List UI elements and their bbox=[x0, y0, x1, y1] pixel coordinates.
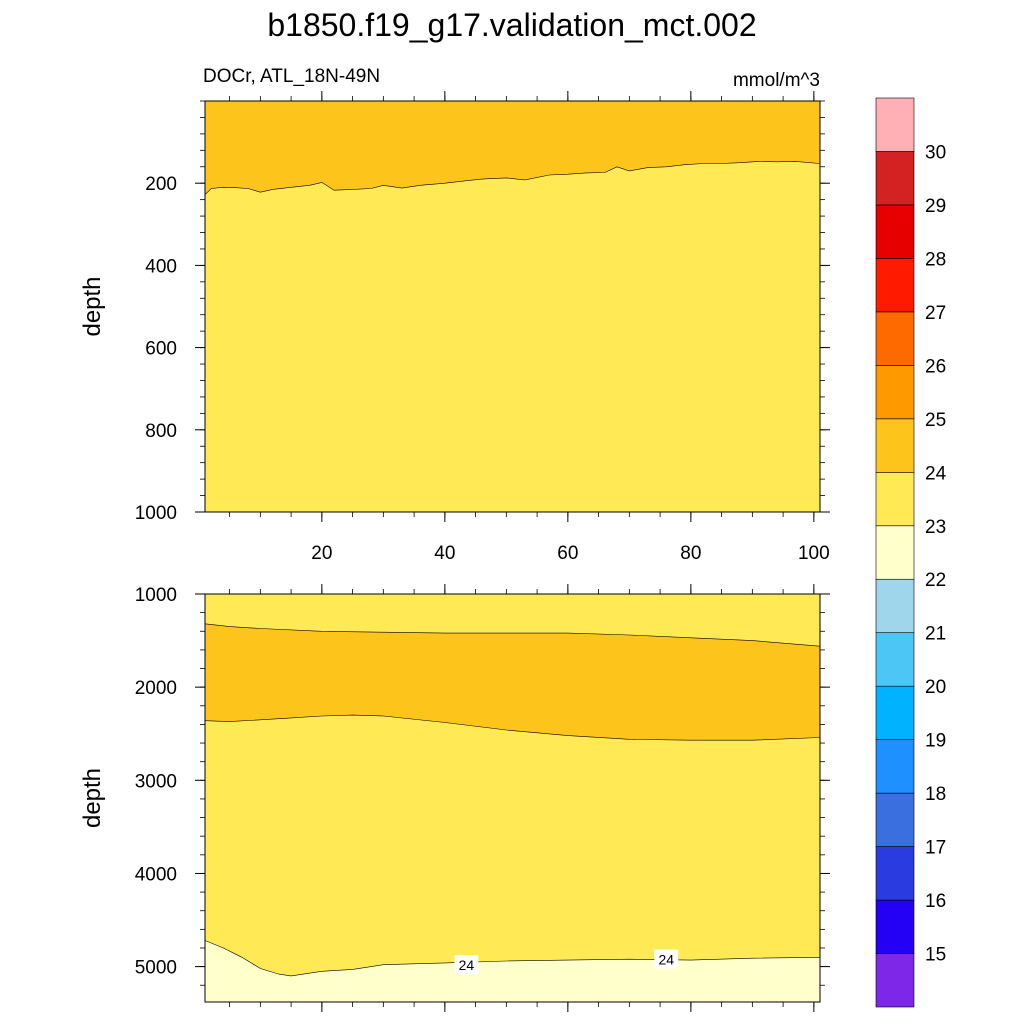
lower-contour-line-24 bbox=[204, 940, 821, 977]
colorbar-label: 30 bbox=[925, 142, 946, 163]
lower-contour-label-bg bbox=[454, 955, 479, 975]
colorbar-box bbox=[875, 525, 915, 580]
colorbar-label: 24 bbox=[925, 463, 947, 484]
lower-contour-label: 24 bbox=[658, 952, 674, 968]
lower-fill-23-24 bbox=[205, 940, 820, 1002]
upper-fill-25-26 bbox=[205, 101, 820, 195]
colorbar-box bbox=[875, 418, 915, 473]
upper-contour-line-25 bbox=[204, 161, 821, 195]
upper-panel-units-label: mmol/m^3 bbox=[733, 70, 820, 91]
colorbar-box bbox=[875, 899, 915, 954]
colorbar-box bbox=[875, 632, 915, 687]
x-tick-label: 20 bbox=[311, 543, 332, 564]
colorbar-label: 22 bbox=[925, 570, 946, 591]
figure-title: b1850.f19_g17.validation_mct.002 bbox=[267, 7, 756, 43]
colorbar-box bbox=[875, 97, 915, 152]
upper-ytick-label: 600 bbox=[145, 339, 177, 360]
lower-ytick-label: 2000 bbox=[135, 678, 177, 699]
colorbar-label: 26 bbox=[925, 356, 946, 377]
upper-frame bbox=[204, 100, 821, 513]
upper-ylabel: depth bbox=[79, 276, 106, 336]
lower-frame bbox=[204, 593, 821, 1003]
colorbar-label: 21 bbox=[925, 624, 946, 645]
colorbar-label: 28 bbox=[925, 249, 946, 270]
colorbar-box bbox=[875, 739, 915, 794]
lower-contour-line-25 bbox=[204, 714, 821, 741]
colorbar-box bbox=[875, 792, 915, 847]
lower-ylabel: depth bbox=[79, 768, 106, 828]
colorbar-box bbox=[875, 846, 915, 901]
x-tick-label: 100 bbox=[798, 543, 830, 564]
lower-contour-label-bg bbox=[654, 949, 679, 969]
lower-contour-label: 24 bbox=[459, 957, 475, 973]
colorbar-label: 20 bbox=[925, 677, 946, 698]
colorbar-box bbox=[875, 311, 915, 366]
colorbar-label: 18 bbox=[925, 784, 946, 805]
upper-panel: 200 400 600 800 1000 20 40 60 80 100 depth bbox=[79, 91, 830, 564]
upper-panel-left-label: DOCr, ATL_18N-49N bbox=[203, 66, 380, 87]
colorbar-label: 17 bbox=[925, 838, 946, 859]
colorbar-label: 25 bbox=[925, 410, 946, 431]
colorbar-label: 16 bbox=[925, 891, 946, 912]
colorbar-box bbox=[875, 258, 915, 313]
colorbar-box bbox=[875, 151, 915, 206]
upper-ytick-label: 800 bbox=[145, 421, 177, 442]
colorbar-label: 27 bbox=[925, 303, 946, 324]
colorbar-box bbox=[875, 953, 915, 1008]
upper-ytick-label: 200 bbox=[145, 174, 177, 195]
lower-contour-line-25 bbox=[204, 623, 821, 647]
lower-ytick-label: 5000 bbox=[135, 958, 177, 979]
x-tick-label: 80 bbox=[680, 543, 701, 564]
lower-fill-25-26 bbox=[205, 623, 820, 741]
lower-ytick-label: 3000 bbox=[135, 771, 177, 792]
colorbar-label: 29 bbox=[925, 196, 946, 217]
colorbar-box bbox=[875, 685, 915, 740]
colorbar-box bbox=[875, 471, 915, 527]
x-tick-label: 60 bbox=[557, 543, 578, 564]
lower-ytick-label: 4000 bbox=[135, 864, 177, 885]
upper-ytick-label: 400 bbox=[145, 256, 177, 277]
colorbar-label: 19 bbox=[925, 731, 946, 752]
colorbar-label: 15 bbox=[925, 945, 946, 966]
colorbar-box bbox=[875, 204, 915, 259]
colorbar-label: 23 bbox=[925, 517, 946, 538]
colorbar: 15 16 17 18 19 20 21 22 23 24 25 26 27 28 29 30 bbox=[875, 97, 947, 1008]
lower-panel: 24 24 1000 2000 3000 4000 5000 depth bbox=[79, 584, 830, 1012]
x-tick-label: 40 bbox=[434, 543, 455, 564]
lower-ytick-label: 1000 bbox=[135, 585, 177, 606]
colorbar-box bbox=[875, 578, 915, 634]
upper-ytick-label: 1000 bbox=[135, 503, 177, 524]
colorbar-box bbox=[875, 365, 915, 420]
